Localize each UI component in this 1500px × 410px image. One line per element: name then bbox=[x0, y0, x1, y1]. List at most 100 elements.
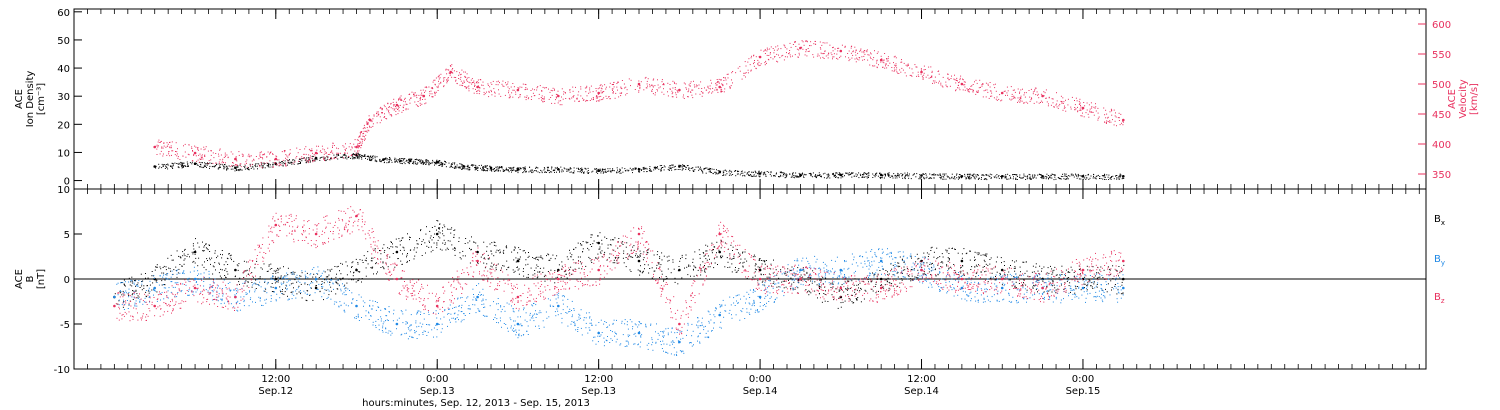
velocity-sample bbox=[786, 56, 788, 58]
density-sample bbox=[803, 175, 804, 177]
velocity-sample bbox=[458, 78, 460, 79]
density-sample bbox=[1122, 177, 1124, 179]
bx-sample bbox=[431, 239, 433, 241]
density-sample bbox=[395, 160, 397, 162]
velocity-sample bbox=[474, 85, 476, 86]
density-sample bbox=[482, 169, 484, 171]
velocity-sample bbox=[1042, 101, 1043, 103]
axis-label-line: Ion Density bbox=[25, 71, 36, 128]
bx-sample bbox=[365, 267, 367, 269]
density-sample bbox=[698, 166, 700, 168]
velocity-sample bbox=[786, 52, 787, 54]
bx-sample bbox=[661, 273, 663, 275]
density-sample bbox=[1054, 174, 1056, 176]
bx-sample bbox=[290, 272, 292, 274]
velocity-sample bbox=[402, 110, 404, 111]
density-sample bbox=[875, 174, 877, 176]
velocity-sample bbox=[384, 113, 385, 115]
velocity-sample bbox=[789, 42, 791, 44]
velocity-sample bbox=[323, 149, 325, 151]
velocity-sample bbox=[767, 48, 769, 50]
density-sample bbox=[473, 164, 475, 166]
velocity-sample bbox=[1121, 122, 1122, 124]
velocity-sample bbox=[199, 158, 201, 160]
density-sample bbox=[866, 173, 868, 175]
bx-sample bbox=[517, 252, 519, 254]
bx-sample bbox=[661, 252, 663, 254]
velocity-sample bbox=[766, 62, 767, 64]
velocity-sample bbox=[235, 156, 237, 158]
velocity-sample bbox=[367, 129, 369, 131]
density-sample bbox=[337, 154, 339, 156]
velocity-sample bbox=[1080, 115, 1082, 117]
density-sample bbox=[566, 168, 568, 170]
velocity-sample bbox=[598, 96, 600, 98]
density-sample bbox=[1094, 177, 1096, 179]
density-sample bbox=[742, 175, 744, 177]
velocity-sample bbox=[702, 91, 704, 93]
velocity-sample bbox=[726, 73, 728, 75]
bx-sample bbox=[231, 259, 232, 261]
velocity-sample bbox=[287, 156, 289, 158]
velocity-sample bbox=[1076, 100, 1078, 102]
density-sample bbox=[651, 170, 653, 172]
bx-sample bbox=[526, 276, 528, 278]
density-sample bbox=[186, 161, 188, 163]
density-sample bbox=[674, 165, 676, 167]
density-sample bbox=[957, 178, 959, 180]
velocity-sample bbox=[717, 91, 719, 93]
velocity-sample bbox=[741, 78, 743, 80]
velocity-sample bbox=[261, 157, 263, 158]
bx-point bbox=[678, 268, 681, 272]
velocity-sample bbox=[1034, 87, 1036, 89]
density-sample bbox=[1060, 178, 1062, 179]
velocity-sample bbox=[1056, 106, 1058, 108]
velocity-sample bbox=[707, 92, 709, 94]
velocity-sample bbox=[672, 92, 674, 94]
bx-sample bbox=[124, 285, 126, 287]
bx-sample bbox=[454, 247, 456, 249]
density-sample bbox=[177, 166, 179, 168]
bx-sample bbox=[203, 250, 205, 252]
velocity-sample bbox=[596, 100, 597, 102]
velocity-sample bbox=[985, 89, 986, 91]
density-sample bbox=[804, 174, 806, 176]
density-sample bbox=[897, 174, 898, 176]
density-sample bbox=[967, 177, 969, 178]
density-sample bbox=[899, 174, 900, 176]
velocity-sample bbox=[720, 89, 722, 91]
bx-sample bbox=[444, 242, 446, 244]
velocity-sample bbox=[360, 138, 362, 140]
density-sample bbox=[363, 156, 365, 157]
bx-sample bbox=[674, 277, 676, 279]
density-sample bbox=[801, 175, 803, 176]
bx-sample bbox=[258, 284, 260, 286]
velocity-sample bbox=[363, 130, 365, 132]
density-sample bbox=[457, 166, 459, 168]
density-sample bbox=[908, 175, 910, 177]
density-sample bbox=[958, 176, 960, 178]
bx-sample bbox=[613, 249, 615, 251]
density-sample bbox=[943, 173, 945, 175]
density-sample bbox=[368, 158, 370, 160]
density-sample bbox=[416, 162, 418, 164]
density-sample bbox=[940, 177, 942, 179]
density-sample bbox=[413, 163, 415, 165]
velocity-sample bbox=[1023, 94, 1025, 96]
density-sample bbox=[467, 169, 469, 171]
bx-sample bbox=[246, 285, 248, 287]
velocity-sample bbox=[450, 73, 452, 75]
velocity-sample bbox=[197, 147, 199, 149]
velocity-sample bbox=[967, 91, 969, 93]
density-sample bbox=[864, 172, 865, 174]
bx-sample bbox=[287, 274, 289, 276]
velocity-sample bbox=[572, 90, 574, 92]
velocity-sample bbox=[880, 55, 882, 57]
density-sample bbox=[1024, 175, 1026, 177]
velocity-sample bbox=[1023, 102, 1025, 104]
velocity-sample bbox=[585, 91, 587, 93]
bx-sample bbox=[428, 246, 430, 248]
velocity-sample bbox=[246, 159, 248, 161]
velocity-sample bbox=[1075, 108, 1077, 110]
density-sample bbox=[1001, 178, 1003, 180]
